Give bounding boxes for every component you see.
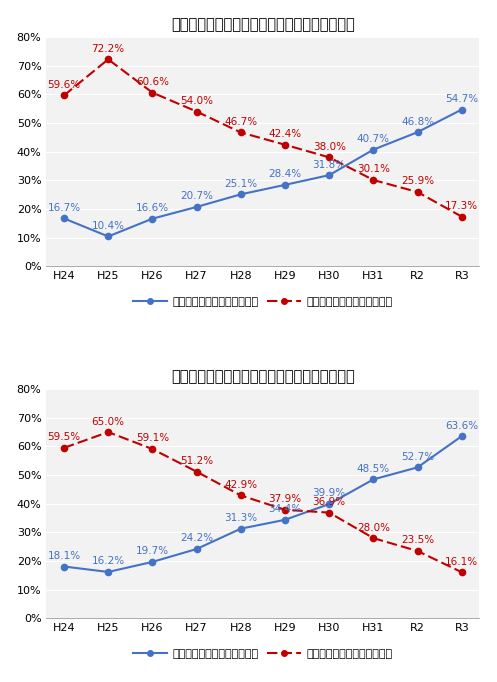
Text: 17.3%: 17.3% <box>445 201 479 211</box>
Text: 59.1%: 59.1% <box>136 434 169 443</box>
Text: 16.6%: 16.6% <box>136 203 169 213</box>
Text: 25.9%: 25.9% <box>401 177 434 186</box>
Text: 63.6%: 63.6% <box>445 421 479 430</box>
Text: 52.7%: 52.7% <box>401 451 434 462</box>
Text: 72.2%: 72.2% <box>91 44 125 54</box>
Text: 59.6%: 59.6% <box>47 80 81 90</box>
Text: 31.8%: 31.8% <box>313 160 346 170</box>
Text: 16.2%: 16.2% <box>91 557 125 566</box>
Text: 51.2%: 51.2% <box>180 456 213 466</box>
Text: 54.7%: 54.7% <box>445 94 479 104</box>
Text: 24.2%: 24.2% <box>180 533 213 544</box>
Text: 30.1%: 30.1% <box>357 164 390 175</box>
Text: 31.3%: 31.3% <box>224 513 257 523</box>
Text: 60.6%: 60.6% <box>136 77 169 87</box>
Text: 37.9%: 37.9% <box>268 494 302 504</box>
Text: 20.7%: 20.7% <box>180 192 213 201</box>
Text: 59.5%: 59.5% <box>47 432 81 443</box>
Legend: 進んでいる・やや進んでいる, 遅れている・やや遅れている: 進んでいる・やや進んでいる, 遅れている・やや遅れている <box>129 293 397 311</box>
Title: 県全体の復旧・復興の実感（県全域の回答者）: 県全体の復旧・復興の実感（県全域の回答者） <box>171 16 355 31</box>
Text: 23.5%: 23.5% <box>401 535 434 546</box>
Text: 39.9%: 39.9% <box>313 488 346 499</box>
Text: 34.4%: 34.4% <box>268 504 302 514</box>
Title: 県全体の復旧・復興の実感（沿岸部の回答者）: 県全体の復旧・復興の実感（沿岸部の回答者） <box>171 369 355 384</box>
Text: 16.1%: 16.1% <box>445 557 479 567</box>
Text: 46.7%: 46.7% <box>224 117 257 127</box>
Text: 42.9%: 42.9% <box>224 480 257 490</box>
Text: 40.7%: 40.7% <box>357 134 390 144</box>
Text: 54.0%: 54.0% <box>180 96 213 106</box>
Text: 28.4%: 28.4% <box>268 169 302 179</box>
Text: 16.7%: 16.7% <box>47 203 81 213</box>
Text: 48.5%: 48.5% <box>357 464 390 474</box>
Text: 38.0%: 38.0% <box>313 142 346 152</box>
Text: 28.0%: 28.0% <box>357 522 390 533</box>
Text: 10.4%: 10.4% <box>91 221 125 231</box>
Text: 46.8%: 46.8% <box>401 117 434 127</box>
Text: 36.9%: 36.9% <box>313 497 346 507</box>
Text: 65.0%: 65.0% <box>91 417 125 426</box>
Text: 18.1%: 18.1% <box>47 551 81 561</box>
Text: 19.7%: 19.7% <box>136 546 169 557</box>
Text: 25.1%: 25.1% <box>224 179 257 189</box>
Legend: 進んでいる・やや進んでいる, 遅れている・やや遅れている: 進んでいる・やや進んでいる, 遅れている・やや遅れている <box>129 644 397 664</box>
Text: 42.4%: 42.4% <box>268 129 302 139</box>
